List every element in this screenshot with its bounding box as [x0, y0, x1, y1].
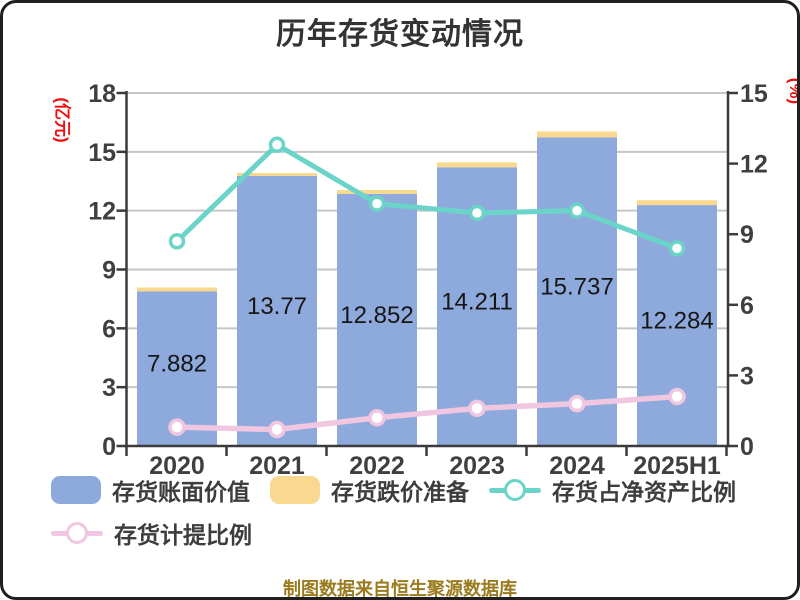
legend: 存货账面价值 存货跌价准备 存货占净资产比例 存货计提比例 [51, 474, 781, 560]
bar-value-label: 13.77 [247, 293, 307, 320]
line-marker-存货计提比例-2022 [368, 409, 386, 427]
line-marker-存货占净资产比例-2024 [568, 202, 586, 219]
bar-value-label: 7.882 [147, 351, 207, 378]
x-category-label: 2024 [549, 452, 605, 480]
bar-swatch-icon [51, 476, 101, 504]
left-axis-tick-label: 15 [88, 139, 116, 167]
line-存货占净资产比例 [174, 142, 680, 251]
left-axis-tick-label: 12 [88, 198, 116, 226]
x-category-label: 2025H1 [633, 452, 721, 480]
left-axis-tick-label: 18 [88, 80, 116, 108]
dot-icon [504, 479, 526, 501]
line-marker-存货占净资产比例-2023 [468, 204, 486, 222]
bar-cap-2021 [237, 173, 317, 176]
line-marker-存货计提比例-2025H1 [668, 387, 686, 406]
right-axis-tick-label: 15 [740, 80, 768, 108]
bar-value-label: 12.284 [640, 308, 713, 335]
bar-2021 [237, 175, 317, 446]
bar-cap-2020 [137, 287, 217, 292]
legend-item-label: 存货计提比例 [114, 522, 252, 548]
bar-cap-2024 [537, 131, 617, 138]
line-marker-存货占净资产比例-2021 [268, 136, 286, 154]
line-marker-存货计提比例-2024 [568, 394, 586, 413]
x-category-label: 2020 [149, 452, 205, 480]
bar-2022 [337, 193, 417, 446]
x-category-label: 2023 [449, 452, 505, 480]
right-axis-tick-label: 0 [740, 433, 754, 461]
left-axis-tick-label: 0 [102, 433, 116, 461]
left-axis-tick-label: 6 [102, 315, 116, 343]
chart-plot-area: 0 3 6 9 12 15 18 0 3 6 9 12 15 2020 2021 2022 2023 2024 20… [88, 80, 768, 480]
line-marker-icon [489, 476, 541, 504]
legend-item-inventory-provision: 存货跌价准备 [270, 473, 469, 507]
right-axis-tick-label: 3 [740, 362, 754, 390]
bar-value-label: 15.737 [540, 274, 613, 301]
legend-item-inventory-book-value: 存货账面价值 [51, 473, 250, 507]
legend-item-inventory-net-asset-ratio: 存货占净资产比例 [489, 473, 736, 507]
bar-cap-2022 [337, 190, 417, 194]
line-marker-存货计提比例-2023 [468, 399, 486, 418]
bar-cap-2023 [437, 162, 517, 168]
legend-item-label: 存货账面价值 [112, 479, 250, 505]
legend-row-1: 存货账面价值 存货跌价准备 存货占净资产比例 [51, 474, 781, 506]
right-axis-tick-label: 6 [740, 292, 754, 320]
line-存货计提比例 [174, 393, 680, 433]
legend-row-2: 存货计提比例 [51, 517, 781, 549]
bar-swatch-icon [270, 476, 320, 504]
left-axis-tick-label: 9 [102, 257, 116, 285]
legend-item-label: 存货跌价准备 [331, 479, 469, 505]
bar-value-label: 14.211 [441, 289, 513, 316]
bar-2024 [537, 137, 617, 446]
line-marker-存货计提比例-2021 [268, 420, 286, 439]
legend-item-inventory-provision-ratio: 存货计提比例 [51, 516, 252, 550]
line-marker-存货占净资产比例-2020 [168, 233, 186, 250]
bar-value-label: 12.852 [340, 302, 413, 329]
legend-item-label: 存货占净资产比例 [552, 479, 736, 505]
x-category-label: 2022 [349, 452, 405, 480]
dot-icon [66, 522, 88, 544]
left-axis-tick-label: 3 [102, 374, 116, 402]
x-category-label: 2021 [249, 452, 305, 480]
line-marker-icon [51, 519, 103, 547]
line-marker-存货计提比例-2020 [168, 418, 186, 436]
bar-cap-2025H1 [637, 200, 717, 206]
chart-title: 历年存货变动情况 [276, 18, 524, 51]
right-axis-tick-label: 12 [740, 151, 768, 179]
data-source-note: 制图数据来自恒生聚源数据库 [283, 579, 517, 599]
right-axis-tick-label: 9 [740, 221, 754, 249]
line-marker-存货占净资产比例-2025H1 [668, 240, 686, 257]
line-marker-存货占净资产比例-2022 [368, 195, 386, 212]
